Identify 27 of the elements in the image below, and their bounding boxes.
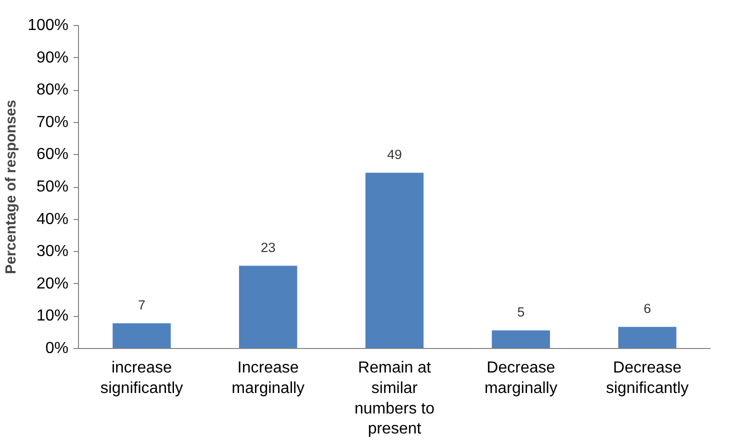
annotation: 6 <box>644 300 652 316</box>
x-tick-label: increase significantly <box>100 360 184 397</box>
x-tick-label: Remain at similar numbers to present <box>354 360 435 438</box>
y-tick-label: 50% <box>36 178 69 196</box>
x-tick-label: Decrease significantly <box>606 360 689 397</box>
y-tick-label: 90% <box>36 49 69 66</box>
y-tick-label: 80% <box>36 82 69 99</box>
bar <box>492 330 550 348</box>
annotation: 5 <box>517 304 525 320</box>
bar <box>239 266 298 348</box>
y-tick-label: 0% <box>45 340 68 357</box>
bar <box>618 326 676 348</box>
y-axis-title: Percentage of responses <box>4 100 20 274</box>
y-tick-label: 10% <box>36 308 69 325</box>
bar <box>112 323 171 348</box>
y-tick-label: 30% <box>36 243 69 260</box>
annotation: 7 <box>138 297 146 312</box>
annotation: 49 <box>387 146 402 162</box>
y-tick-label: 70% <box>36 114 69 131</box>
y-tick-label: 20% <box>36 275 69 292</box>
y-tick-label: 40% <box>36 210 69 228</box>
x-tick-label: Decrease marginally <box>484 360 558 397</box>
y-tick-label: 60% <box>36 146 69 164</box>
bar <box>365 172 424 348</box>
x-tick-label: Increase marginally <box>232 360 305 397</box>
y-tick-label: 100% <box>28 17 68 34</box>
annotation: 23 <box>260 240 276 255</box>
